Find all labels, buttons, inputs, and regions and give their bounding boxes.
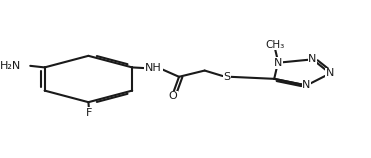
Text: S: S: [223, 72, 230, 82]
Text: N: N: [274, 58, 282, 68]
Text: N: N: [302, 80, 311, 90]
Text: CH₃: CH₃: [266, 40, 285, 50]
Text: N: N: [326, 68, 334, 78]
Text: O: O: [168, 91, 177, 101]
Text: F: F: [86, 108, 92, 118]
Text: H₂N: H₂N: [0, 61, 21, 71]
Text: NH: NH: [145, 63, 162, 73]
Text: N: N: [308, 54, 317, 64]
